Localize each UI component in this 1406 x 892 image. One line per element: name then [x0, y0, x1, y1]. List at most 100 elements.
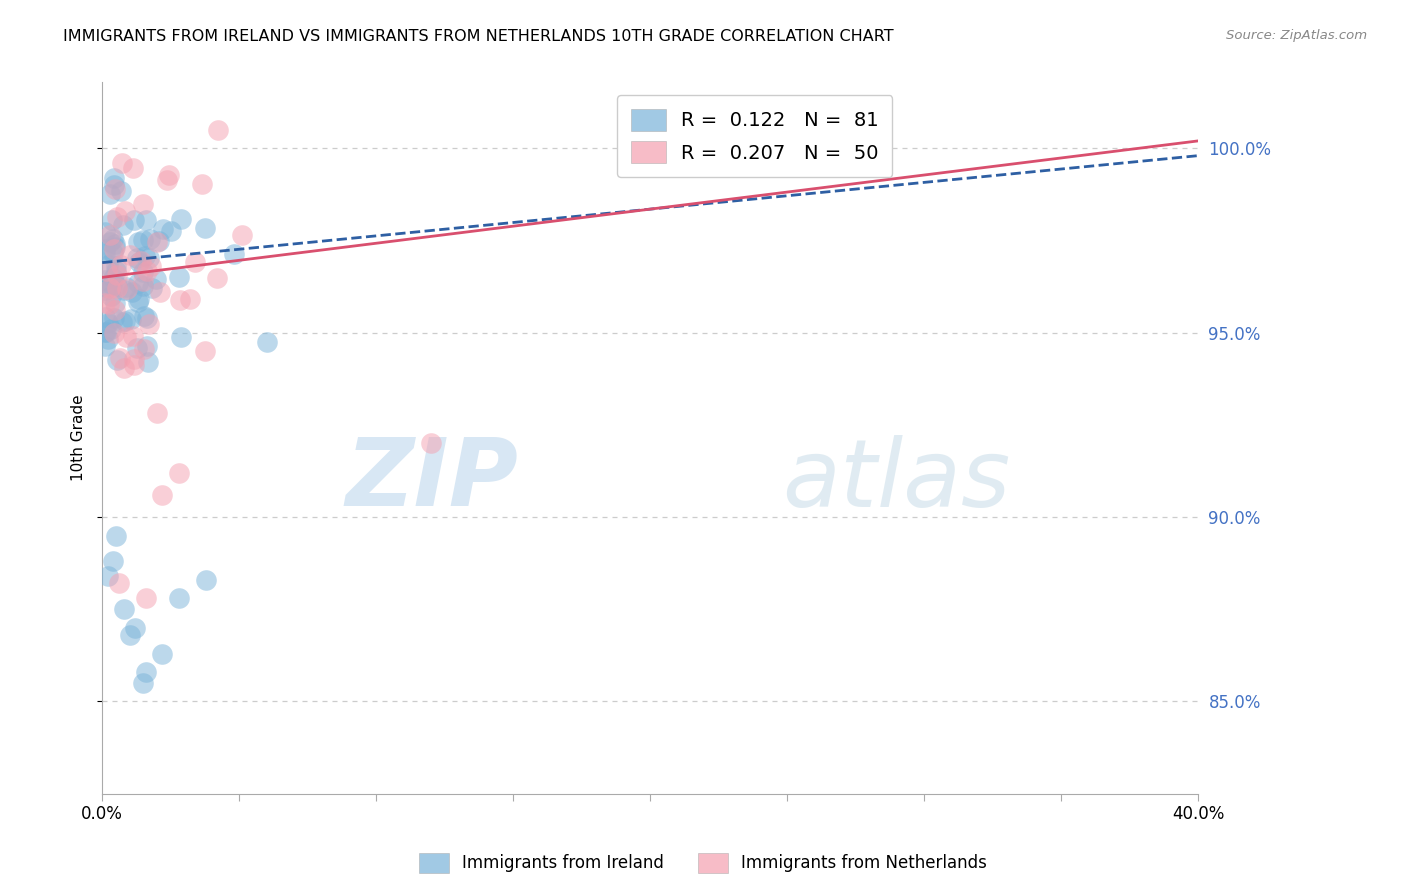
Point [105, 268, 128, 283]
Point [194, 343, 217, 358]
Point [94, 310, 117, 325]
Legend: Immigrants from Ireland, Immigrants from Netherlands: Immigrants from Ireland, Immigrants from… [412, 847, 994, 880]
Point [145, 271, 167, 285]
Point [101, 554, 124, 568]
Point [104, 296, 127, 310]
Point [94, 225, 117, 239]
Point [104, 259, 127, 273]
Point [114, 314, 136, 328]
Point [122, 213, 145, 227]
Point [96, 325, 118, 339]
Point [122, 351, 145, 366]
Point [205, 270, 228, 285]
Point [120, 311, 142, 326]
Legend: R =  0.122   N =  81, R =  0.207   N =  50: R = 0.122 N = 81, R = 0.207 N = 50 [617, 95, 893, 177]
Point [100, 322, 122, 336]
Point [132, 310, 155, 324]
Point [118, 248, 141, 262]
Point [222, 247, 245, 261]
Point [152, 222, 174, 236]
Point [101, 270, 124, 285]
Point [122, 328, 145, 343]
Point [111, 316, 134, 330]
Point [114, 203, 136, 218]
Point [101, 246, 124, 260]
Point [111, 156, 134, 170]
Point [98, 187, 121, 202]
Point [179, 292, 201, 306]
Point [105, 210, 128, 224]
Point [128, 292, 150, 306]
Point [98, 227, 121, 242]
Point [167, 269, 190, 284]
Point [96, 264, 118, 278]
Point [131, 279, 153, 293]
Point [94, 339, 117, 353]
Point [112, 361, 135, 376]
Point [138, 252, 160, 266]
Point [136, 355, 159, 369]
Point [98, 280, 121, 294]
Point [127, 277, 149, 291]
Point [207, 123, 229, 137]
Point [136, 264, 159, 278]
Point [110, 351, 132, 366]
Point [103, 170, 125, 185]
Point [97, 569, 120, 583]
Point [132, 233, 155, 247]
Point [122, 161, 145, 175]
Point [103, 178, 125, 193]
Point [127, 294, 149, 309]
Point [167, 591, 190, 606]
Point [94, 326, 117, 340]
Point [194, 221, 217, 235]
Point [139, 232, 162, 246]
Point [152, 647, 174, 661]
Point [132, 676, 155, 690]
Point [256, 335, 278, 350]
Point [152, 488, 174, 502]
Point [170, 211, 193, 226]
Point [97, 333, 120, 347]
Point [141, 281, 163, 295]
Point [149, 285, 172, 300]
Point [858, 141, 880, 155]
Point [105, 352, 128, 367]
Point [105, 279, 128, 293]
Point [100, 288, 122, 302]
Point [134, 249, 156, 263]
Point [157, 169, 180, 183]
Point [112, 219, 135, 233]
Point [104, 237, 127, 252]
Point [103, 326, 125, 341]
Point [110, 258, 132, 272]
Point [110, 184, 132, 198]
Point [94, 242, 117, 256]
Point [138, 317, 160, 331]
Point [118, 628, 141, 642]
Point [104, 239, 127, 253]
Point [117, 282, 139, 296]
Point [103, 310, 125, 325]
Point [127, 235, 149, 250]
Point [94, 283, 117, 297]
Point [121, 285, 143, 300]
Point [135, 212, 157, 227]
Point [128, 255, 150, 269]
Point [156, 173, 179, 187]
Point [104, 181, 127, 195]
Point [98, 235, 121, 249]
Point [112, 283, 135, 297]
Point [135, 591, 157, 606]
Point [122, 359, 145, 373]
Point [131, 197, 153, 211]
Point [146, 407, 169, 421]
Point [169, 293, 191, 307]
Point [107, 576, 129, 591]
Point [100, 213, 122, 227]
Text: Source: ZipAtlas.com: Source: ZipAtlas.com [1226, 29, 1367, 42]
Point [105, 281, 128, 295]
Point [129, 254, 152, 268]
Point [101, 232, 124, 246]
Point [98, 296, 121, 310]
